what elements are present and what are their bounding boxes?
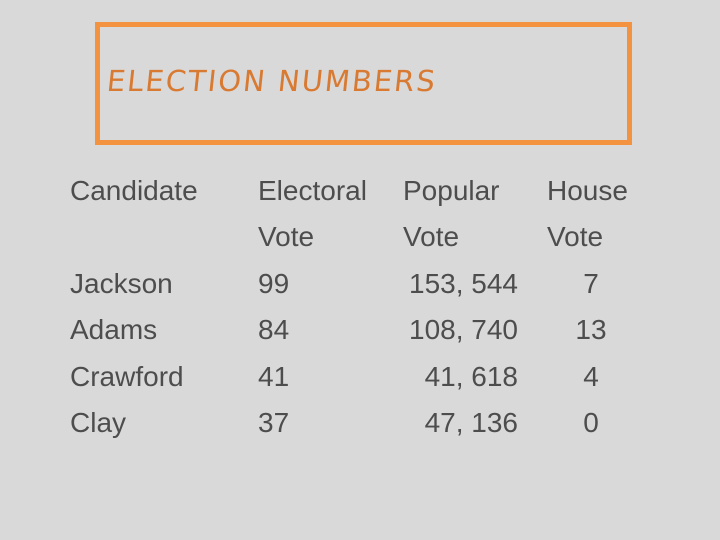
table-cell: 153, 544 xyxy=(409,267,518,299)
candidate-name: Jackson xyxy=(70,267,173,299)
table-cell: 41 xyxy=(258,360,290,392)
table-cell: 13 xyxy=(575,314,607,346)
table-cell: 47, 136 xyxy=(424,407,518,438)
candidate-name: Crawford xyxy=(70,360,184,392)
column-header: Candidate xyxy=(70,175,198,206)
table-cell: 108, 740 xyxy=(409,314,518,346)
column-header: Vote xyxy=(547,221,604,253)
column-header: Vote xyxy=(258,221,315,253)
table-cell: 41, 618 xyxy=(424,360,518,392)
table-cell: 7 xyxy=(583,267,599,299)
table-cell: 4 xyxy=(583,360,599,392)
column-header: House xyxy=(547,175,628,206)
table-cell: 37 xyxy=(258,407,290,438)
table-cell: 84 xyxy=(258,314,290,346)
column-header: Popular xyxy=(403,175,500,206)
title-box xyxy=(95,22,632,145)
candidate-name: Adams xyxy=(70,314,158,346)
slide-title: ELECTION NUMBERS xyxy=(105,64,439,98)
table-cell: 99 xyxy=(258,267,290,299)
candidate-name: Clay xyxy=(70,407,127,438)
column-header: Electoral xyxy=(258,175,367,206)
table-cell: 0 xyxy=(583,407,599,438)
column-header: Vote xyxy=(403,221,460,253)
